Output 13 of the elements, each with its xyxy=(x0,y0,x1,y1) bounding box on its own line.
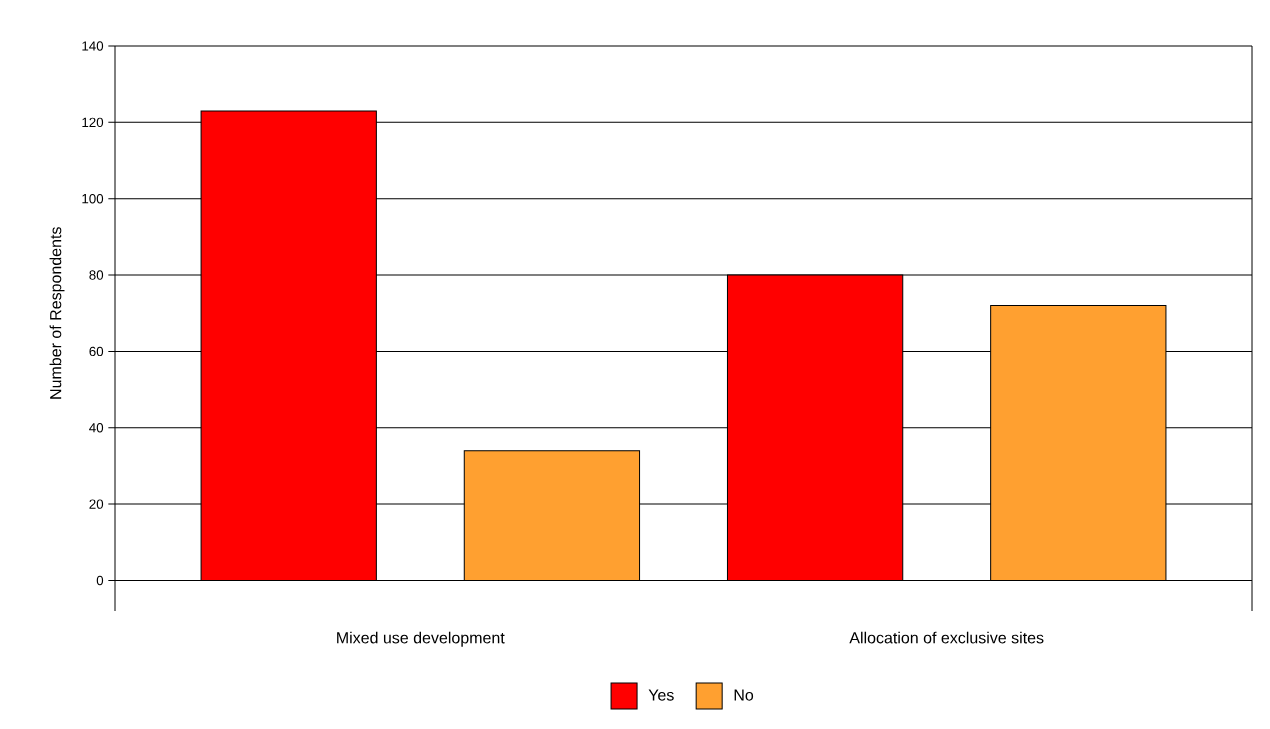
legend-label: No xyxy=(734,689,754,701)
y-axis-title: Number of Respondents xyxy=(49,227,65,399)
y-tick-label: 140 xyxy=(82,41,104,51)
y-tick-label: 20 xyxy=(89,499,104,509)
x-tick-label: Allocation of exclusive sites xyxy=(849,631,1044,644)
legend-label: Yes xyxy=(648,689,674,701)
x-tick-label: Mixed use development xyxy=(337,631,505,647)
y-tick-label: 0 xyxy=(96,575,104,586)
y-tick-label: 80 xyxy=(89,270,104,280)
y-tick-label: 40 xyxy=(89,423,104,433)
y-tick-label: 60 xyxy=(89,346,104,357)
y-tick-label: 120 xyxy=(82,117,104,128)
y-tick-label: 100 xyxy=(82,193,104,204)
